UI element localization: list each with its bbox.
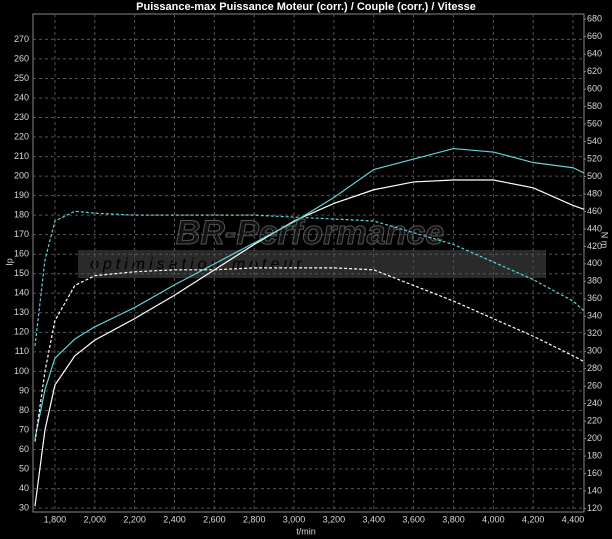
y-tick-label: 160 (14, 249, 29, 259)
x-tick-label: 3,600 (402, 514, 425, 524)
y2-axis-label: N m (600, 232, 610, 249)
y2-tick-label: 520 (587, 153, 602, 163)
y-tick-label: 180 (14, 210, 29, 220)
y2-tick-label: 540 (587, 136, 602, 146)
y-tick-label: 140 (14, 288, 29, 298)
y2-tick-label: 160 (587, 468, 602, 478)
x-tick-label: 3,000 (283, 514, 306, 524)
y-tick-label: 50 (19, 463, 29, 473)
x-tick-label: 2,800 (243, 514, 266, 524)
y2-tick-label: 620 (587, 66, 602, 76)
y-tick-label: 260 (14, 53, 29, 63)
x-tick-label: 3,800 (442, 514, 465, 524)
x-tick-label: 3,400 (362, 514, 385, 524)
y-tick-label: 190 (14, 190, 29, 200)
y-tick-label: 270 (14, 34, 29, 44)
x-tick-label: 3,200 (323, 514, 346, 524)
y-tick-label: 250 (14, 73, 29, 83)
x-tick-label: 1,800 (44, 514, 67, 524)
y-tick-label: 210 (14, 151, 29, 161)
y2-tick-label: 500 (587, 171, 602, 181)
x-tick-label: 4,000 (482, 514, 505, 524)
chart-title: Puissance-max Puissance Moteur (corr.) /… (136, 1, 476, 13)
y-tick-label: 130 (14, 307, 29, 317)
y-tick-label: 120 (14, 327, 29, 337)
y2-tick-label: 680 (587, 14, 602, 24)
y-tick-label: 150 (14, 268, 29, 278)
y-tick-label: 80 (19, 405, 29, 415)
x-axis-label: t/min (296, 526, 316, 536)
y2-tick-label: 460 (587, 206, 602, 216)
y-tick-label: 40 (19, 483, 29, 493)
y2-tick-label: 660 (587, 31, 602, 41)
y2-tick-label: 280 (587, 363, 602, 373)
y2-tick-label: 440 (587, 223, 602, 233)
y-tick-label: 30 (19, 502, 29, 512)
y2-tick-label: 580 (587, 101, 602, 111)
y-tick-label: 70 (19, 424, 29, 434)
x-tick-label: 2,200 (123, 514, 146, 524)
y-axis-label: Ip (4, 258, 14, 266)
x-tick-label: 2,000 (84, 514, 107, 524)
y2-tick-label: 200 (587, 433, 602, 443)
y2-tick-label: 140 (587, 485, 602, 495)
y2-tick-label: 380 (587, 276, 602, 286)
x-tick-label: 2,400 (163, 514, 186, 524)
y2-tick-label: 340 (587, 311, 602, 321)
x-tick-label: 4,200 (522, 514, 545, 524)
y2-tick-label: 600 (587, 84, 602, 94)
y-tick-label: 240 (14, 92, 29, 102)
series-line (34, 210, 585, 347)
y2-tick-label: 220 (587, 416, 602, 426)
y2-tick-label: 260 (587, 381, 602, 391)
y-tick-label: 230 (14, 112, 29, 122)
watermark-subtitle: optimisation moteur (90, 256, 306, 273)
y-tick-label: 100 (14, 366, 29, 376)
y2-tick-label: 480 (587, 188, 602, 198)
y2-tick-label: 400 (587, 258, 602, 268)
y-tick-label: 220 (14, 131, 29, 141)
y-tick-label: 60 (19, 444, 29, 454)
series-line (34, 267, 585, 442)
y-tick-label: 90 (19, 385, 29, 395)
y2-tick-label: 300 (587, 346, 602, 356)
y-tick-label: 200 (14, 170, 29, 180)
plot-frame (32, 13, 585, 513)
y2-tick-label: 180 (587, 450, 602, 460)
y2-tick-label: 420 (587, 241, 602, 251)
y-tick-label: 110 (15, 346, 29, 356)
y2-tick-label: 240 (587, 398, 602, 408)
watermark-title: BR-Performance (176, 214, 444, 252)
y2-tick-label: 120 (587, 503, 602, 513)
y2-tick-label: 320 (587, 328, 602, 338)
y-tick-label: 170 (14, 229, 29, 239)
y2-tick-label: 640 (587, 49, 602, 59)
x-tick-label: 2,600 (203, 514, 226, 524)
y2-tick-label: 560 (587, 118, 602, 128)
x-tick-label: 4,400 (562, 514, 585, 524)
y2-tick-label: 360 (587, 293, 602, 303)
series-line (34, 147, 585, 439)
